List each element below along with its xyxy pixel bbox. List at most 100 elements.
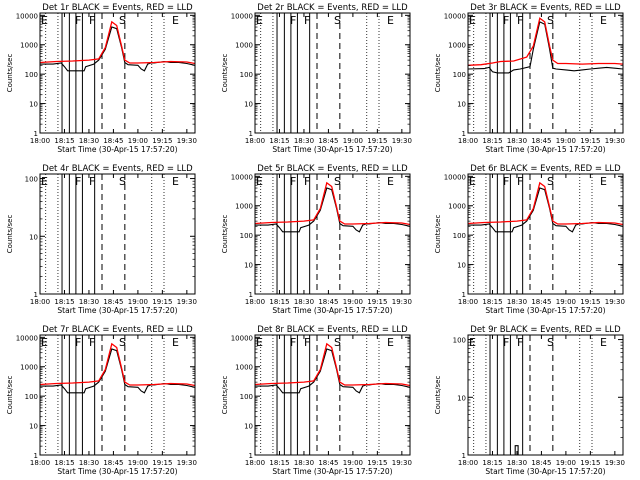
x-tick-label: 18:45 <box>318 298 338 306</box>
y-axis-label: Counts/sec <box>221 215 229 254</box>
plot-frame <box>467 334 624 456</box>
plot-frame <box>39 173 196 295</box>
x-axis-label: Start Time (30-Apr-15 17:57:20) <box>272 467 392 476</box>
y-tick-label: 1000 <box>448 203 466 211</box>
flag-letter: S <box>119 14 126 27</box>
flag-letter: E <box>387 14 394 27</box>
series-lld <box>255 181 410 226</box>
y-tick-label: 100 <box>25 71 38 79</box>
x-tick-label: 18:00 <box>458 298 478 306</box>
flag-letter: S <box>547 14 554 27</box>
x-axis-label: Start Time (30-Apr-15 17:57:20) <box>57 306 177 315</box>
y-tick-label: 10 <box>457 101 466 109</box>
flag-letter: F <box>503 175 509 188</box>
y-tick-label: 10 <box>457 394 466 402</box>
x-tick-label: 19:00 <box>343 137 363 145</box>
plot-frame <box>254 12 411 134</box>
series-lld <box>468 181 623 226</box>
y-tick-label: 100 <box>25 176 38 184</box>
plot-frame <box>467 12 624 134</box>
y-axis-label: Counts/sec <box>221 376 229 415</box>
x-tick-label: 18:15 <box>54 459 74 467</box>
flag-letter: E <box>172 336 179 349</box>
flag-letter: F <box>75 14 81 27</box>
series-lld <box>468 17 623 66</box>
flag-letter: E <box>387 336 394 349</box>
x-tick-label: 19:00 <box>556 298 576 306</box>
y-axis-label: Counts/sec <box>434 54 442 93</box>
panel-title: Det 2r BLACK = Events, RED = LLD <box>257 3 408 13</box>
plot-frame <box>254 173 411 295</box>
x-tick-label: 19:00 <box>128 137 148 145</box>
x-tick-label: 18:00 <box>30 459 50 467</box>
x-tick-label: 19:00 <box>128 459 148 467</box>
x-tick-label: 19:30 <box>605 298 625 306</box>
x-tick-label: 19:30 <box>177 459 197 467</box>
flag-letter: S <box>119 175 126 188</box>
x-tick-label: 18:15 <box>269 459 289 467</box>
x-tick-label: 18:45 <box>103 137 123 145</box>
flag-letter: F <box>304 175 310 188</box>
x-tick-label: 19:15 <box>580 459 600 467</box>
x-tick-label: 18:30 <box>79 298 99 306</box>
flag-letter: S <box>334 336 341 349</box>
flag-letter: E <box>256 14 263 27</box>
y-tick-label: 1 <box>34 130 38 138</box>
y-tick-label: 100 <box>240 232 253 240</box>
x-axis-label: Start Time (30-Apr-15 17:57:20) <box>57 145 177 154</box>
series-events <box>255 187 410 233</box>
flag-letter: E <box>469 14 476 27</box>
x-tick-label: 19:15 <box>580 298 600 306</box>
y-tick-label: 10000 <box>231 173 253 181</box>
flag-letter: S <box>334 14 341 27</box>
panel-title: Det 7r BLACK = Events, RED = LLD <box>42 325 193 335</box>
y-tick-label: 100 <box>453 337 466 345</box>
y-tick-label: 1 <box>34 291 38 299</box>
flag-letter: F <box>290 175 296 188</box>
series-events <box>468 21 623 74</box>
y-tick-label: 1000 <box>235 42 253 50</box>
y-tick-label: 10000 <box>231 12 253 20</box>
panel-title: Det 4r BLACK = Events, RED = LLD <box>42 164 193 174</box>
y-tick-label: 10 <box>29 233 38 241</box>
y-tick-label: 100 <box>240 393 253 401</box>
x-tick-label: 18:00 <box>245 459 265 467</box>
x-tick-label: 19:00 <box>128 298 148 306</box>
y-tick-label: 1 <box>249 130 253 138</box>
series-lld <box>40 20 195 65</box>
y-tick-label: 1000 <box>20 42 38 50</box>
x-tick-label: 18:30 <box>79 459 99 467</box>
y-tick-label: 10 <box>244 101 253 109</box>
y-tick-label: 100 <box>240 71 253 79</box>
y-tick-label: 10000 <box>16 12 38 20</box>
x-tick-label: 18:00 <box>30 137 50 145</box>
x-tick-label: 18:45 <box>318 137 338 145</box>
series-events <box>468 445 623 455</box>
x-tick-label: 19:00 <box>343 298 363 306</box>
x-tick-label: 18:15 <box>482 137 502 145</box>
flag-letter: E <box>172 14 179 27</box>
series-events <box>468 187 623 233</box>
flag-letter: F <box>89 336 95 349</box>
flag-letter: F <box>75 175 81 188</box>
x-tick-label: 19:15 <box>367 459 387 467</box>
flag-letter: S <box>119 336 126 349</box>
x-tick-label: 18:00 <box>458 459 478 467</box>
y-axis-label: Counts/sec <box>6 54 14 93</box>
y-tick-label: 10 <box>244 423 253 431</box>
x-tick-label: 18:15 <box>482 459 502 467</box>
y-tick-label: 10000 <box>444 173 466 181</box>
flag-letter: F <box>290 336 296 349</box>
x-tick-label: 18:00 <box>245 137 265 145</box>
y-tick-label: 100 <box>453 232 466 240</box>
series-lld <box>255 342 410 387</box>
x-tick-label: 18:15 <box>269 137 289 145</box>
x-tick-label: 19:30 <box>177 137 197 145</box>
y-axis-label: Counts/sec <box>6 215 14 254</box>
x-axis-label: Start Time (30-Apr-15 17:57:20) <box>57 467 177 476</box>
plot-frame <box>467 173 624 295</box>
